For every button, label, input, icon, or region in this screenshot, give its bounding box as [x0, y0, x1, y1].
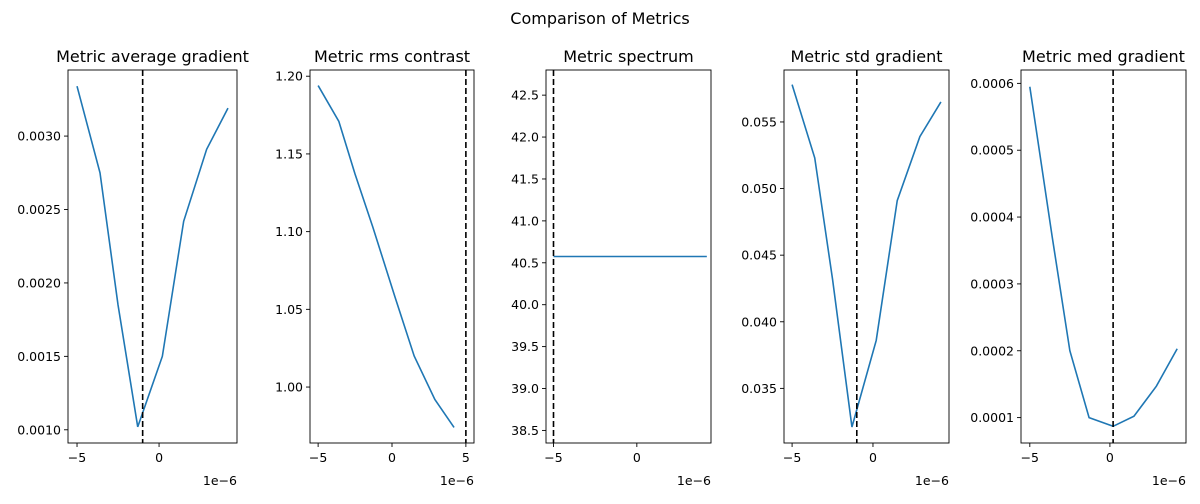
x-offset-label: 1e−6 — [915, 473, 949, 488]
y-tick-label: 39.0 — [511, 381, 539, 396]
y-tick-label: 0.0001 — [970, 410, 1014, 425]
x-tick-label: −5 — [68, 450, 86, 465]
y-tick-label: 1.00 — [275, 380, 303, 395]
x-tick-label: 5 — [462, 450, 470, 465]
y-tick-label: 1.10 — [275, 224, 303, 239]
x-tick-label: −5 — [1021, 450, 1039, 465]
x-tick-label: 0 — [155, 450, 163, 465]
y-tick-label: 1.05 — [275, 302, 303, 317]
series-line — [317, 85, 455, 428]
y-tick-label: 0.045 — [741, 248, 777, 263]
x-tick-label: 0 — [388, 450, 396, 465]
y-tick-label: 0.040 — [741, 314, 777, 329]
series-line — [76, 85, 229, 428]
x-tick-label: 0 — [869, 450, 877, 465]
series-line — [791, 84, 942, 428]
y-tick-label: 42.5 — [511, 88, 539, 103]
axes-frame — [67, 69, 238, 444]
axes-frame — [545, 69, 712, 444]
y-tick-label: 0.050 — [741, 181, 777, 196]
y-tick-label: 0.0003 — [970, 276, 1014, 291]
subplot-title: Metric average gradient — [56, 47, 249, 66]
y-tick-label: 40.0 — [511, 297, 539, 312]
y-tick-label: 0.055 — [741, 114, 777, 129]
y-tick-label: 39.5 — [511, 339, 539, 354]
y-tick-label: 41.0 — [511, 213, 539, 228]
x-offset-label: 1e−6 — [203, 473, 237, 488]
y-tick-label: 0.035 — [741, 381, 777, 396]
subplot-title: Metric rms contrast — [314, 47, 470, 66]
series-line — [1029, 86, 1178, 428]
y-tick-label: 38.5 — [511, 423, 539, 438]
y-tick-label: 0.0010 — [17, 422, 61, 437]
subplot-2: Metric rms contrast −5 0 5 1e−6 1.00 1.05 1.10 1… — [275, 47, 475, 488]
subplot-title: Metric spectrum — [563, 47, 694, 66]
y-tick-label: 0.0020 — [17, 275, 61, 290]
axes-frame — [1020, 69, 1187, 444]
y-tick-label: 1.20 — [275, 69, 303, 84]
y-tick-label: 41.5 — [511, 171, 539, 186]
x-tick-label: 0 — [633, 450, 641, 465]
x-offset-label: 1e−6 — [1152, 473, 1186, 488]
axes-frame — [783, 69, 950, 444]
subplot-title: Metric std gradient — [790, 47, 942, 66]
x-tick-label: −5 — [309, 450, 327, 465]
y-tick-label: 0.0002 — [970, 343, 1014, 358]
y-tick-label: 0.0005 — [970, 143, 1014, 158]
x-tick-label: −5 — [783, 450, 801, 465]
axes-frame — [309, 69, 475, 444]
x-offset-label: 1e−6 — [677, 473, 711, 488]
subplot-5: Metric med gradient −5 0 1e−6 0.0001 0.0002 0.… — [970, 47, 1187, 488]
subplot-title: Metric med gradient — [1022, 47, 1185, 66]
y-tick-label: 0.0025 — [17, 202, 61, 217]
y-tick-label: 40.5 — [511, 255, 539, 270]
figure-title: Comparison of Metrics — [510, 9, 689, 28]
y-tick-label: 0.0006 — [970, 76, 1014, 91]
y-tick-label: 0.0015 — [17, 349, 61, 364]
x-offset-label: 1e−6 — [440, 473, 474, 488]
y-tick-label: 1.15 — [275, 146, 303, 161]
subplot-1: Metric average gradient −5 0 1e−6 0.0010 0.00… — [17, 47, 249, 488]
y-tick-label: 0.0004 — [970, 210, 1014, 225]
y-tick-label: 42.0 — [511, 130, 539, 145]
x-tick-label: −5 — [544, 450, 562, 465]
subplot-3: Metric spectrum −5 0 1e−6 38.5 39.0 39.5 40.0 40… — [511, 47, 712, 488]
y-tick-label: 0.0030 — [17, 129, 61, 144]
subplot-4: Metric std gradient −5 0 1e−6 0.035 0.040 0.04… — [741, 47, 950, 488]
x-tick-label: 0 — [1106, 450, 1114, 465]
